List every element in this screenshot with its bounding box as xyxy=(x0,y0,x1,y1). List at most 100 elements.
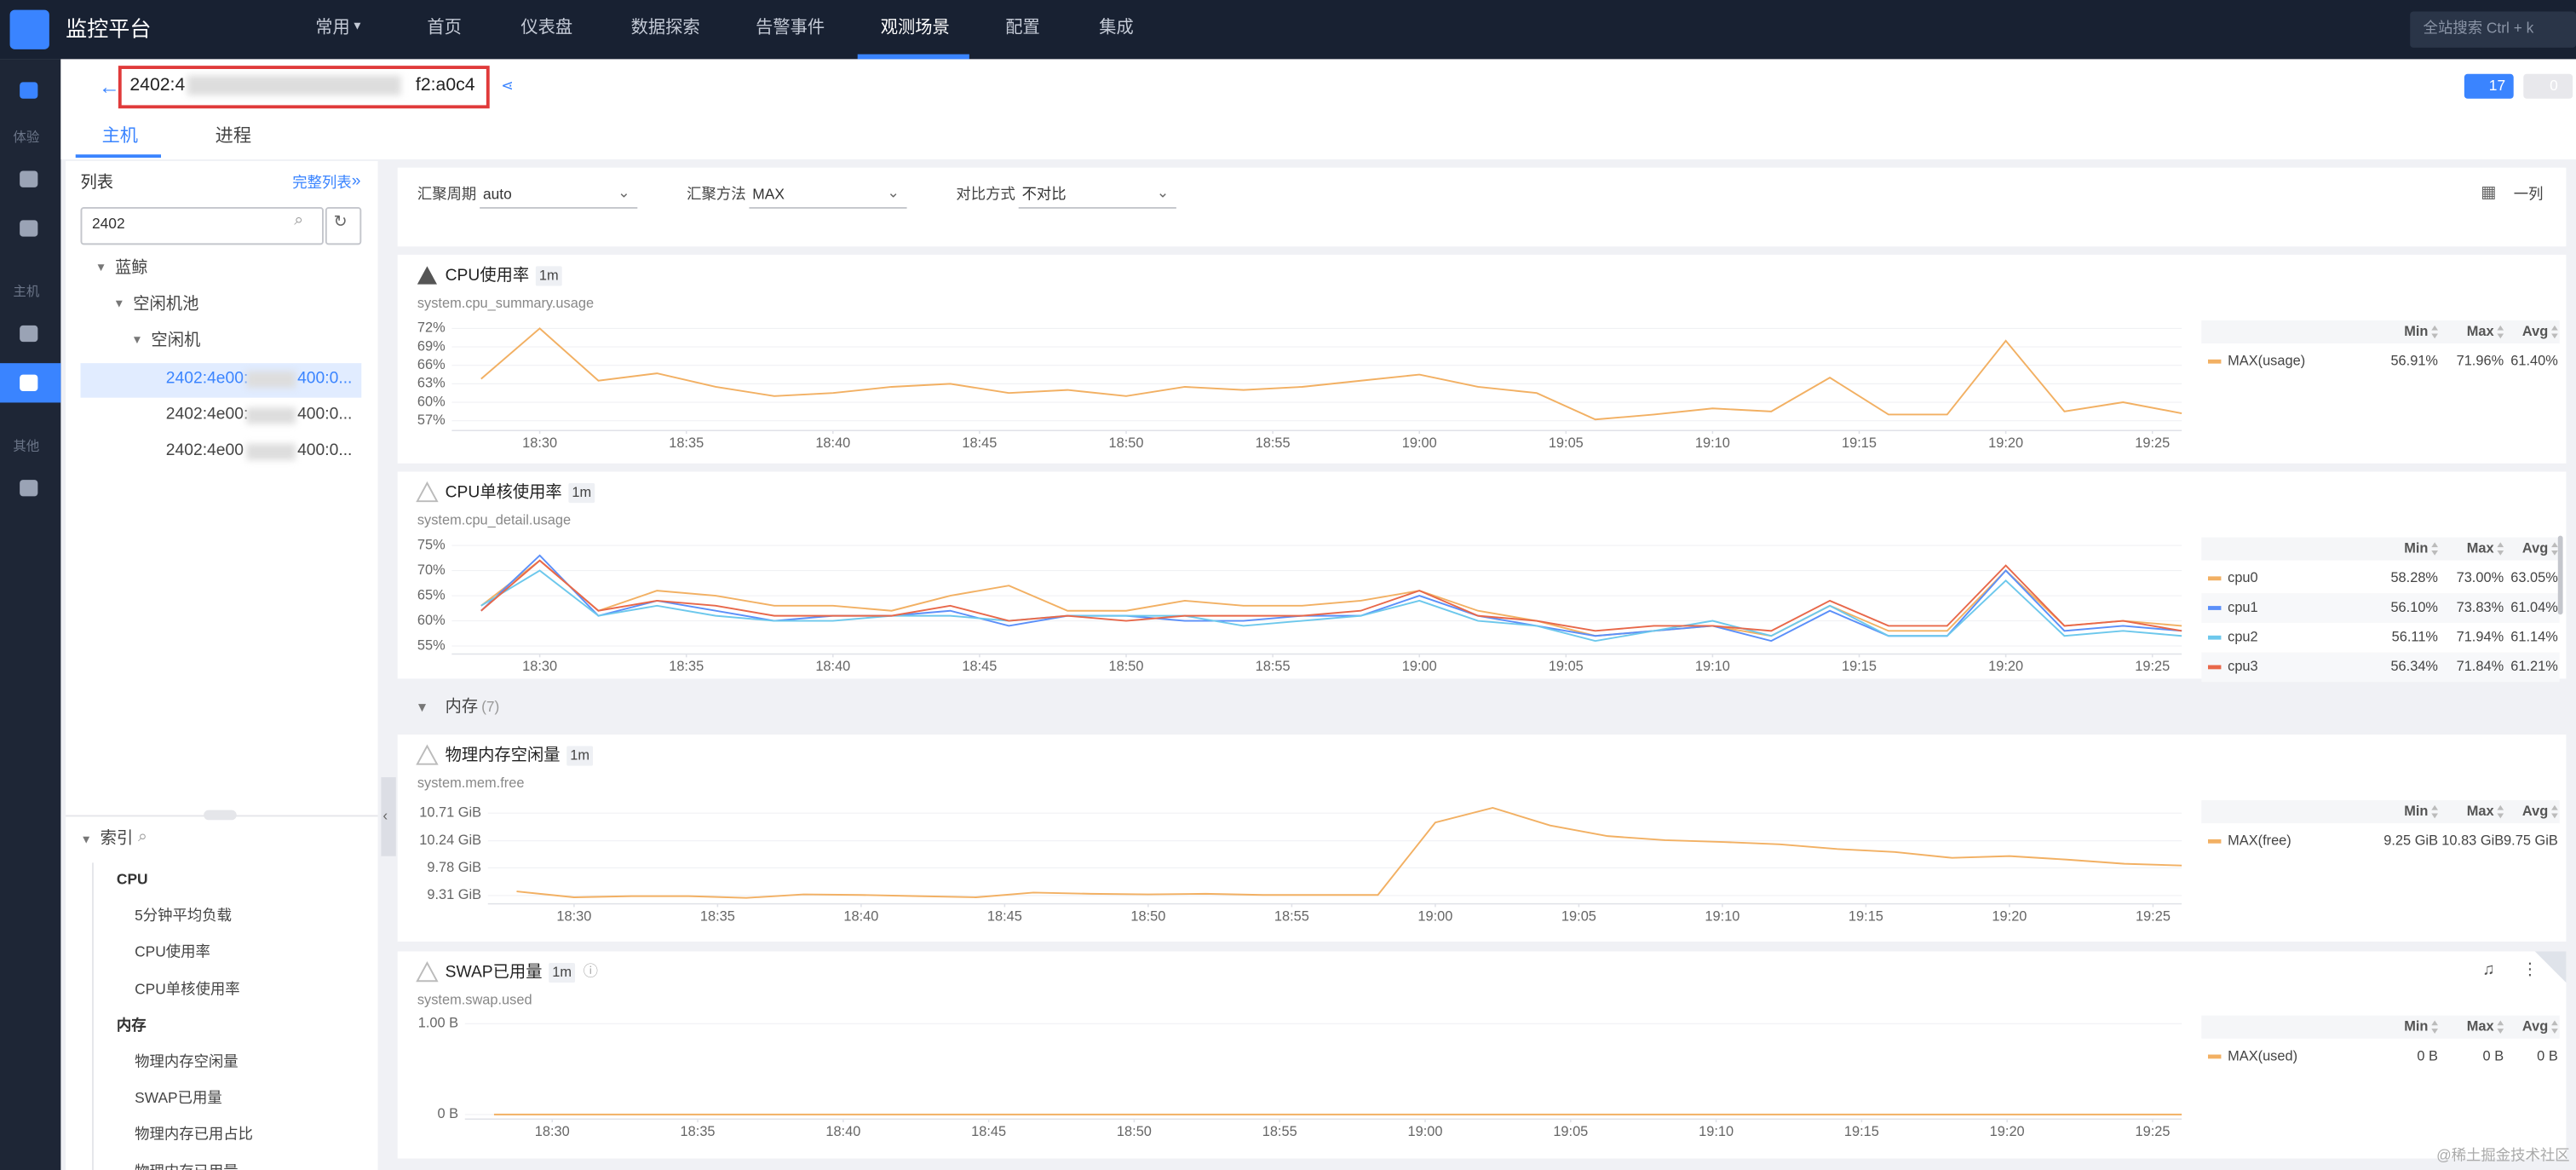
field-value[interactable]: auto xyxy=(482,185,512,203)
host-start[interactable]: 2402:4e00: xyxy=(165,406,249,424)
nav-item[interactable]: 数据探索 xyxy=(630,18,700,38)
index-item[interactable]: 物理内存已用量 xyxy=(135,1163,239,1170)
chevron: ⌄ xyxy=(618,183,630,201)
section-count: (7) xyxy=(481,698,500,715)
collapse-handle[interactable] xyxy=(381,777,396,856)
more-icon[interactable]: ⋮ xyxy=(2521,961,2539,980)
layout-switch[interactable]: 一列 xyxy=(2513,185,2544,203)
side-icon[interactable] xyxy=(20,325,38,343)
panel-title: SWAP已用量 xyxy=(446,964,543,982)
grid-icon[interactable]: ▦ xyxy=(2481,183,2497,203)
back-arrow[interactable]: ← xyxy=(98,73,120,99)
host-end[interactable]: 400:0... xyxy=(297,406,353,424)
nav-item[interactable]: 配置 xyxy=(1005,18,1040,38)
host-start[interactable]: 2402:4e00 xyxy=(165,441,244,460)
section-name[interactable]: 内存 xyxy=(445,698,479,717)
x-tick-label: 19:20 xyxy=(1988,435,2023,451)
panel-title: CPU单核使用率 xyxy=(446,483,562,502)
search-box[interactable] xyxy=(2410,11,2576,48)
legend-stat: 61.21% xyxy=(2510,659,2558,674)
select-underline[interactable] xyxy=(749,206,907,209)
index-group[interactable]: CPU xyxy=(116,871,148,888)
caret: ▼ xyxy=(131,335,143,347)
tree-node[interactable]: 空闲机池 xyxy=(133,296,199,314)
tab[interactable]: 进程 xyxy=(215,126,252,147)
index-group[interactable]: 内存 xyxy=(116,1017,147,1034)
nav-item[interactable]: 告警事件 xyxy=(756,18,825,38)
x-tick-label: 19:05 xyxy=(1549,659,1584,674)
side-icon[interactable] xyxy=(20,82,38,99)
side-group: 其他 xyxy=(13,438,40,454)
tree-node[interactable]: 空闲机 xyxy=(151,331,201,350)
refresh-button[interactable] xyxy=(325,206,362,245)
select-underline[interactable] xyxy=(1018,206,1176,209)
warning-icon xyxy=(416,744,439,765)
host-end[interactable]: 400:0... xyxy=(297,369,353,389)
index-item[interactable]: 5分钟平均负载 xyxy=(135,907,232,925)
legend-stat: 56.11% xyxy=(2392,630,2438,645)
nav-item[interactable]: 集成 xyxy=(1099,18,1134,38)
host-end[interactable]: 400:0... xyxy=(297,441,353,460)
nav-item[interactable]: 首页 xyxy=(427,18,462,38)
metric: system.mem.free xyxy=(417,775,525,791)
index-search-icon[interactable]: ⌕ xyxy=(137,827,147,847)
caret: ▼ xyxy=(80,834,92,847)
x-tick-label: 18:30 xyxy=(522,435,557,451)
info-icon[interactable]: ⓘ xyxy=(583,963,599,980)
legend-column: Min xyxy=(2404,804,2428,819)
blur xyxy=(246,407,296,424)
index-item[interactable]: 物理内存已用占比 xyxy=(135,1126,254,1143)
sort-icon xyxy=(2497,804,2504,819)
series-line xyxy=(480,327,2182,421)
nav-item[interactable]: 仪表盘 xyxy=(520,18,573,38)
host-start[interactable]: 2402:4e00: xyxy=(165,369,249,389)
field-value[interactable]: 不对比 xyxy=(1021,185,1067,203)
select-underline[interactable] xyxy=(480,206,638,209)
legend-column: Min xyxy=(2404,1019,2428,1035)
legend-column: Max xyxy=(2467,1019,2494,1035)
side-icon[interactable] xyxy=(20,170,38,187)
index-item[interactable]: CPU单核使用率 xyxy=(135,980,240,997)
x-tick-label: 18:50 xyxy=(1109,659,1144,674)
interval-tag xyxy=(535,266,562,286)
share-icon[interactable]: ⋖ xyxy=(501,77,514,94)
nav-item[interactable]: 观测场景 xyxy=(880,18,950,38)
search-input[interactable] xyxy=(80,206,324,245)
legend-header xyxy=(2201,800,2560,824)
logo[interactable] xyxy=(9,9,49,49)
tree-node[interactable]: 蓝鲸 xyxy=(114,259,148,278)
legend-stat: 9.75 GiB xyxy=(2504,833,2558,849)
collapse-icon: ‹ xyxy=(382,806,388,824)
y-tick-label: 75% xyxy=(417,537,446,552)
x-tick-label: 18:55 xyxy=(1256,659,1291,674)
resize-handle[interactable] xyxy=(204,810,237,821)
y-tick-label: 57% xyxy=(417,412,446,428)
topbar xyxy=(0,0,2576,60)
y-tick-label: 1.00 B xyxy=(418,1016,458,1031)
legend-stat: 71.84% xyxy=(2457,659,2504,674)
interval-tag xyxy=(566,746,594,766)
side-icon[interactable] xyxy=(20,480,38,497)
field-value[interactable]: MAX xyxy=(752,185,785,203)
nav-item[interactable]: 常用 xyxy=(315,18,350,38)
muted-badge[interactable] xyxy=(2523,73,2573,99)
tab[interactable]: 主机 xyxy=(101,126,138,147)
legend-column: Min xyxy=(2404,540,2428,556)
sort-icon xyxy=(2497,1020,2504,1034)
index-item[interactable]: CPU使用率 xyxy=(135,943,210,960)
side-icon[interactable] xyxy=(20,220,38,237)
index-item[interactable]: 物理内存空闲量 xyxy=(135,1053,239,1070)
x-tick-label: 19:25 xyxy=(2135,1124,2170,1139)
interval: 1m xyxy=(570,747,589,763)
panel xyxy=(397,734,2567,942)
search-placeholder: 全站搜索 Ctrl + k xyxy=(2423,20,2534,37)
full-list-link[interactable]: 完整列表 xyxy=(292,174,352,191)
y-tick-label: 55% xyxy=(417,637,446,653)
legend-stat: 10.83 GiB xyxy=(2441,833,2504,849)
legend-stat: 58.28% xyxy=(2390,570,2438,585)
side-nav xyxy=(0,59,61,1170)
index-item[interactable]: SWAP已用量 xyxy=(135,1089,222,1107)
alarm-icon[interactable]: ♫ xyxy=(2482,961,2495,980)
alert-badge[interactable] xyxy=(2464,73,2514,99)
